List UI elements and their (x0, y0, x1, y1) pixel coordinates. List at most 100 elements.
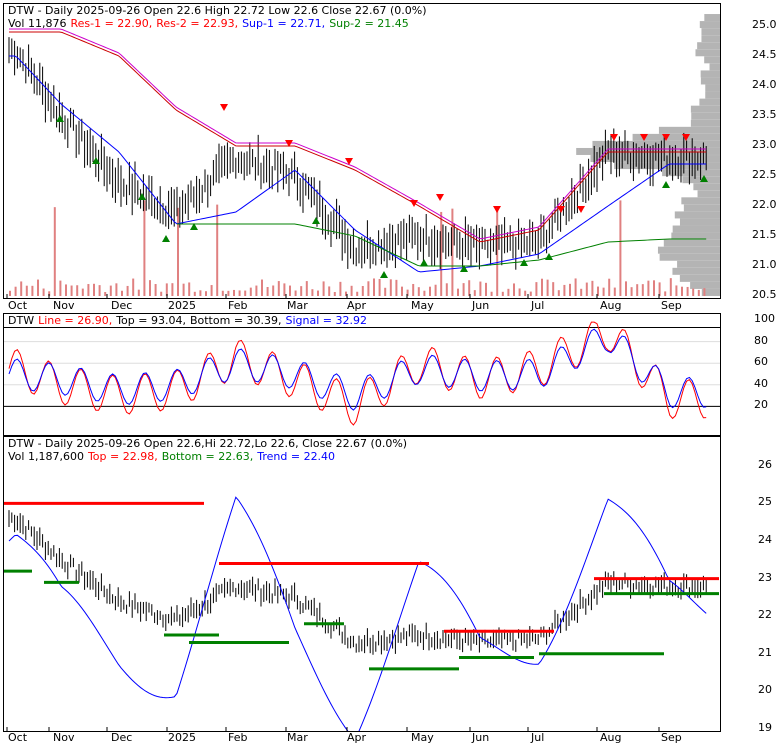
volume-bar (188, 282, 191, 296)
volume-profile-bar (674, 211, 720, 219)
volume-profile-bar (690, 281, 720, 289)
volume-bar (9, 290, 11, 296)
trend-x-tick: Dec (111, 731, 133, 744)
volume-bar (585, 282, 588, 296)
buy-arrow (312, 217, 320, 224)
vol-readout: Vol 11,876 (8, 17, 67, 30)
volume-bar (311, 289, 314, 296)
volume-bar (625, 281, 627, 296)
volume-bar (535, 282, 538, 296)
volume-bar (613, 287, 616, 296)
price-panel-legend: Vol 11,876 Res-1 = 22.90, Res-2 = 22.93, Su… (8, 17, 413, 30)
price-x-tick: Apr (347, 299, 367, 312)
price-x-tick: May (411, 299, 434, 312)
volume-profile-bar (679, 218, 720, 226)
volume-bar (468, 280, 471, 296)
volume-bar (557, 290, 560, 296)
trend-y-tick: 23 (758, 570, 772, 584)
volume-bar (546, 279, 549, 296)
volume-bar (361, 285, 364, 296)
volume-bar (490, 291, 493, 296)
price-x-tick: Feb (228, 299, 248, 312)
trend-x-tick: Mar (287, 731, 308, 744)
trend-y-tick: 22 (758, 608, 772, 622)
volume-bar (25, 285, 28, 296)
volume-bar (59, 280, 62, 296)
volume-profile-bar (693, 183, 720, 191)
price-x-tick: Aug (600, 299, 622, 312)
price-panel-title: DTW - Daily 2025-09-26 Open 22.6 High 22… (8, 4, 427, 17)
volume-bar (440, 211, 443, 296)
sell-arrow (682, 134, 690, 141)
price-y-tick: 24.5 (752, 48, 777, 61)
trend-x-tick: Oct (8, 731, 28, 744)
volume-bar (669, 278, 672, 296)
volume-bar (412, 283, 415, 296)
volume-bar (205, 291, 207, 296)
volume-bar (221, 290, 224, 296)
volume-bar (109, 285, 112, 296)
volume-bar (210, 285, 213, 296)
volume-profile-bar (704, 14, 720, 22)
volume-bar (177, 207, 179, 296)
volume-bar (266, 286, 269, 296)
volume-bar (681, 286, 683, 296)
volume-bar (283, 283, 286, 296)
sup1-line (9, 55, 707, 273)
sell-arrow (410, 200, 418, 207)
volume-bar (395, 279, 398, 296)
volume-bar (249, 287, 252, 296)
volume-bar (496, 207, 499, 296)
volume-bar (137, 289, 140, 296)
volume-profile-bar (662, 169, 720, 177)
line-readout: Line = 26.90, (38, 314, 113, 327)
volume-bar (160, 291, 163, 296)
bottom2-readout: Bottom = 22.63, (161, 450, 254, 463)
volume-bar (429, 286, 431, 296)
sell-arrow (220, 104, 228, 111)
volume-profile-bar (679, 274, 720, 282)
volume-bar (65, 284, 67, 296)
volume-bar (199, 290, 202, 296)
oscillator-signal (8, 328, 707, 411)
volume-bar (87, 284, 90, 296)
volume-bar (384, 287, 387, 296)
volume-bar (367, 281, 370, 296)
oscillator-plot (4, 321, 720, 426)
buy-arrow (545, 253, 553, 260)
trend-y-tick: 21 (758, 645, 772, 659)
volume-bar (697, 289, 700, 296)
volume-profile-bar (705, 84, 720, 92)
trend-x-tick: 2025 (168, 731, 196, 744)
oscillator-panel: DTW Line = 26.90, Top = 93.04, Bottom = 30.… (3, 313, 721, 436)
volume-bar (457, 288, 459, 296)
volume-bar (641, 284, 644, 296)
volume-profile-bar (659, 253, 720, 261)
buy-arrow (190, 223, 198, 230)
volume-bar (686, 286, 689, 296)
price-y-tick: 22.5 (752, 168, 777, 181)
volume-profile-bar (697, 42, 720, 50)
sup1-readout: Sup-1 = 22.71, (242, 17, 326, 30)
trend-y-tick: 25 (758, 495, 772, 509)
sell-arrow (493, 206, 501, 213)
volume-bar (76, 285, 79, 296)
volume-profile-bar (691, 112, 720, 120)
signal-readout: Signal = 32.92 (285, 314, 368, 327)
buy-arrow (56, 115, 64, 122)
volume-bar (216, 204, 219, 296)
oscillator-legend: DTW Line = 26.90, Top = 93.04, Bottom = 30.… (8, 314, 371, 327)
volume-bar (580, 288, 583, 296)
volume-bar (182, 283, 185, 296)
res1-line (9, 31, 707, 243)
buy-arrow (380, 271, 388, 278)
volume-bar (658, 282, 661, 296)
buy-arrow (700, 175, 708, 182)
sup2-line (177, 223, 707, 267)
volume-bar (451, 208, 454, 296)
volume-bar (356, 291, 359, 296)
price-y-tick: 23.5 (752, 108, 777, 121)
trend-x-tick: Jul (531, 731, 545, 744)
volume-bar (479, 281, 482, 296)
trend-x-tick: Feb (228, 731, 248, 744)
